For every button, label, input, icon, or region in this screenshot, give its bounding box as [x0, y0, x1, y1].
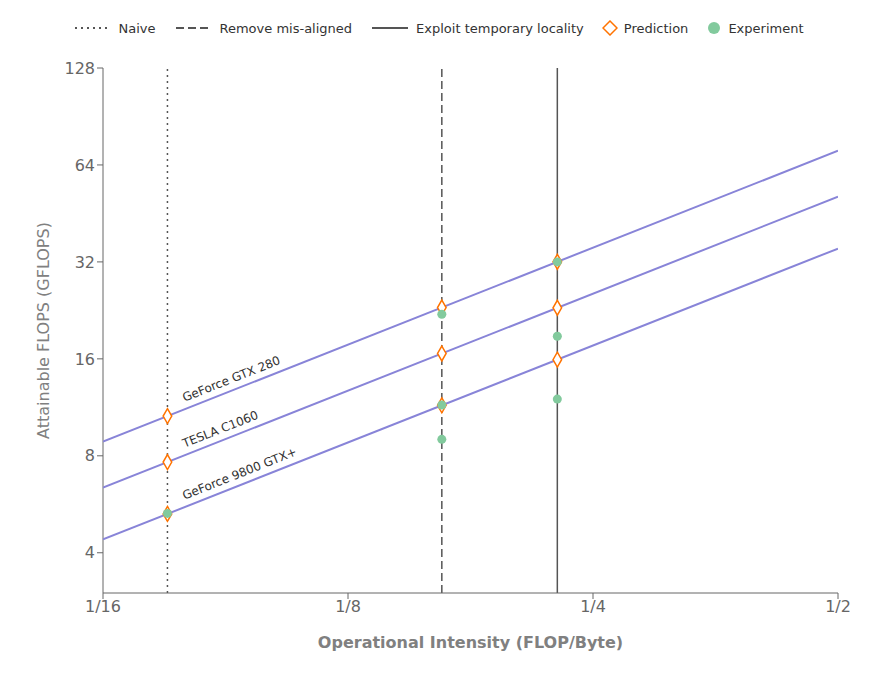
- svg-text:Attainable FLOPS (GFLOPS): Attainable FLOPS (GFLOPS): [34, 222, 53, 439]
- svg-text:1/2: 1/2: [825, 597, 851, 616]
- svg-text:8: 8: [85, 446, 95, 465]
- svg-text:GeForce 9800 GTX+: GeForce 9800 GTX+: [180, 445, 298, 503]
- svg-text:128: 128: [64, 59, 95, 78]
- svg-text:64: 64: [75, 156, 95, 175]
- svg-text:32: 32: [75, 253, 95, 272]
- svg-text:GeForce GTX 280: GeForce GTX 280: [180, 353, 282, 404]
- html-text:Naive: Naive: [118, 20, 156, 36]
- html-text:Exploit temporary locality: Exploit temporary locality: [416, 20, 584, 36]
- svg-text:Operational Intensity (FLOP/By: Operational Intensity (FLOP/Byte): [318, 633, 623, 652]
- svg-text:1/4: 1/4: [580, 597, 606, 616]
- html-text:Remove mis-aligned: Remove mis-aligned: [219, 20, 353, 36]
- html-text:Experiment: Experiment: [728, 20, 804, 36]
- svg-text:16: 16: [75, 350, 95, 369]
- svg-text:1/16: 1/16: [85, 597, 121, 616]
- svg-text:4: 4: [85, 543, 95, 562]
- html-text:Prediction: Prediction: [623, 20, 689, 36]
- svg-text:1/8: 1/8: [335, 597, 361, 616]
- svg-text:TESLA C1060: TESLA C1060: [179, 408, 260, 451]
